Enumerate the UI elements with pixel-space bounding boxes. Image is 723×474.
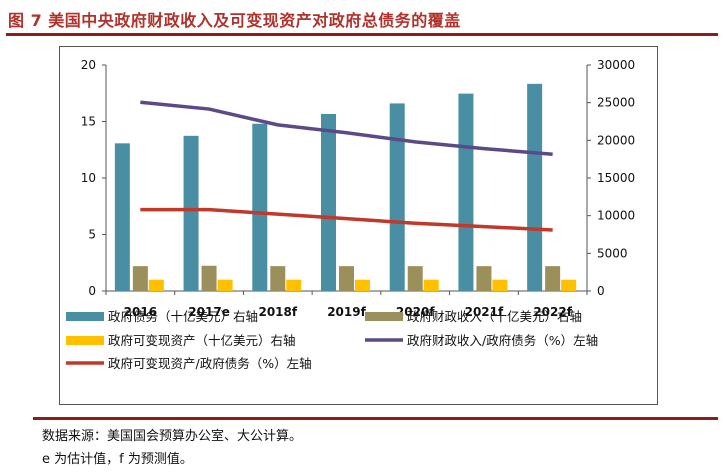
- revenue-bar: [201, 265, 217, 291]
- source-note: 数据来源：美国国会预算办公室、大公计算。: [42, 429, 303, 444]
- chart-bars: [114, 83, 577, 291]
- chart-title: 图 7 美国中央政府财政收入及可变现资产对政府总债务的覆盖: [8, 11, 461, 30]
- right-tick-label: 20000: [597, 133, 635, 147]
- legend-revenue-label: 政府财政收入（十亿美元）右轴: [407, 309, 582, 324]
- debt-bar: [252, 123, 268, 291]
- assets-ratio-line: [140, 207, 553, 232]
- assets-bar: [286, 279, 302, 291]
- revenue-bar: [132, 266, 148, 291]
- right-tick-label: 0: [597, 284, 605, 298]
- x-tick-label: 2019f: [327, 305, 366, 319]
- debt-bar: [527, 83, 543, 291]
- revenue-bar: [270, 266, 286, 291]
- revenue-bar: [476, 266, 492, 291]
- chart-legend: 政府债务（十亿美元）右轴 政府财政收入（十亿美元）右轴政府可变现资产（十亿美元）右…: [66, 309, 598, 371]
- assets-bar: [355, 279, 370, 291]
- debt-bar: [321, 113, 336, 291]
- revenue-bar: [407, 266, 423, 291]
- debt-bar: [458, 93, 474, 291]
- left-tick-label: 15: [81, 115, 96, 129]
- legend-assets-label: 政府可变现资产（十亿美元）右轴: [108, 333, 296, 348]
- assets-bar: [561, 279, 577, 291]
- debt-bar: [183, 135, 199, 291]
- right-tick-label: 5000: [597, 246, 628, 260]
- assets-bar: [217, 279, 233, 291]
- debt-bar: [389, 103, 405, 291]
- debt-bar: [114, 143, 130, 291]
- title-rule: [6, 33, 718, 36]
- right-tick-label: 10000: [597, 209, 635, 223]
- left-tick-label: 0: [88, 284, 96, 298]
- legend-assets-ratio-label: 政府可变现资产/政府债务（%）左轴: [108, 356, 312, 371]
- chart-frame: [59, 46, 658, 405]
- chart-lines: [140, 100, 553, 232]
- right-tick-label: 15000: [597, 171, 635, 185]
- legend-debt-label: 政府债务（十亿美元）右轴: [108, 309, 258, 324]
- chart-axes: [102, 64, 591, 295]
- assets-bar: [148, 279, 164, 291]
- legend-revenue-swatch: [365, 312, 403, 321]
- left-tick-label: 5: [88, 228, 96, 242]
- chart-ticks: 0 5 10 15 20 0 5000 10000 15000 20000 25000 30000 20…: [81, 58, 635, 319]
- revenue-bar: [339, 266, 354, 291]
- legend-assets-swatch: [66, 336, 104, 345]
- left-tick-label: 10: [81, 171, 96, 185]
- right-tick-label: 25000: [597, 96, 635, 110]
- revenue-ratio-line: [140, 100, 553, 157]
- estimate-note: e 为估计值，f 为预测值。: [42, 452, 193, 467]
- x-tick-label: 2021f: [465, 305, 504, 319]
- x-tick-label: 2017e: [188, 305, 230, 319]
- assets-bar: [423, 279, 439, 291]
- revenue-bar: [545, 266, 561, 291]
- right-tick-label: 30000: [597, 58, 635, 72]
- x-tick-label: 2016: [124, 305, 157, 319]
- assets-bar: [492, 279, 508, 291]
- legend-revenue-ratio-label: 政府财政收入/政府债务（%）左轴: [407, 333, 598, 348]
- footer-rule: [33, 417, 718, 420]
- x-tick-label: 2022f: [533, 305, 572, 319]
- x-tick-label: 2020f: [396, 305, 435, 319]
- left-tick-label: 20: [81, 58, 96, 72]
- x-tick-label: 2018f: [258, 305, 297, 319]
- legend-debt-swatch: [66, 312, 104, 321]
